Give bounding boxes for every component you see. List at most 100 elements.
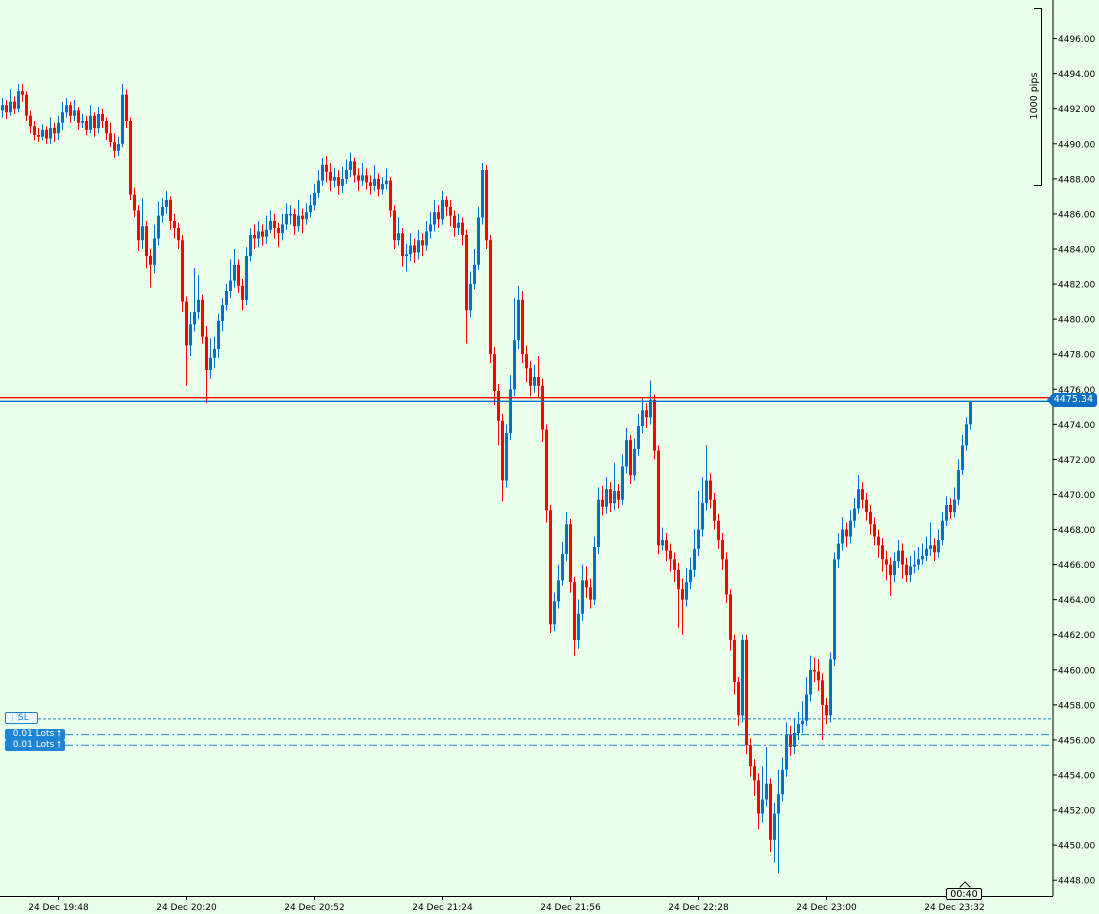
candle [913,550,916,574]
candle-body [49,128,52,139]
candle-body [477,217,480,265]
candle-body [637,426,640,449]
candle [805,676,808,726]
candle [713,492,716,530]
candle [485,164,488,249]
candle-body [405,254,408,256]
candle [885,550,888,581]
candle-body [1,105,4,111]
candle [765,746,768,807]
candle [633,438,636,481]
price-tick-label: 4478.00 [1058,351,1095,361]
price-axis[interactable]: 4448.00 4450.00 4452.00 4454.00 4456.00 4458.… [1053,35,1095,887]
candle [777,769,780,874]
candle-body [53,128,56,134]
candle-body [357,175,360,181]
candle-body [933,545,936,553]
candle [85,115,88,136]
stop-loss-tag[interactable]: ⋮⋮SL [5,712,38,724]
price-tick-label: 4448.00 [1058,877,1095,887]
price-tick-label: 4470.00 [1058,491,1095,501]
candle-body [29,115,32,127]
candle [77,106,80,130]
candle-body [57,122,60,134]
candle-body [705,480,708,504]
candle-body [561,554,564,581]
candle-body [225,291,228,306]
candle [97,106,100,134]
candle [717,513,720,549]
candle-body [721,540,724,560]
candle-body [757,780,760,814]
candle-body [273,220,276,228]
candle-body [101,113,104,121]
candle [497,384,500,446]
candle [465,229,468,344]
candle [905,557,908,583]
candle-body [277,227,280,234]
candle-body [189,324,192,346]
candle [969,400,972,430]
candle [861,482,864,509]
candle [385,168,388,190]
price-tick-label: 4466.00 [1058,561,1095,571]
candle [901,543,904,579]
candle-body [861,489,864,500]
candle [25,91,28,121]
candle [17,84,20,113]
candle [301,208,304,234]
candle-body [949,504,952,512]
candle-body [181,240,184,302]
order-tag[interactable]: 0.01 Lots 🠕 [5,729,65,740]
candle [617,483,620,509]
candle-body [837,543,840,560]
candle-body [901,550,904,565]
candle [369,175,372,195]
candle-body [333,177,336,181]
candle-body [525,354,528,369]
candle-body [249,234,252,256]
candle [597,487,600,555]
candle-body [453,215,456,228]
candle [457,213,460,235]
candle [273,213,276,239]
candle-body [61,112,64,123]
time-axis[interactable]: 24 Dec 19:48 24 Dec 20:20 24 Dec 20:52 24 D… [28,896,985,913]
candle-body [265,229,268,237]
candle-body [289,213,292,216]
candle-body [469,284,472,311]
candle-body [921,555,924,560]
candle [133,187,136,218]
candle-body [605,489,608,507]
drag-grip-icon[interactable]: ⋮⋮ [9,714,22,722]
candle [381,177,384,195]
candle [389,177,392,218]
candle [177,222,180,249]
candle [729,589,732,651]
price-tick-label: 4454.00 [1058,772,1095,782]
candle [925,536,928,562]
candle-body [661,540,664,546]
candle-body [957,469,960,500]
candle-body [937,540,940,553]
candle [821,673,824,740]
candle-body [305,212,308,220]
candle [185,296,188,386]
candle-body [501,420,504,481]
candle [173,213,176,239]
price-tick-label: 4468.00 [1058,526,1095,536]
candle-body [621,466,624,500]
candle-body [745,640,748,746]
candle [961,434,964,476]
candle-body [125,94,128,121]
candle-body [69,105,72,116]
candle [521,291,524,363]
candle [261,224,264,246]
candle [745,634,748,754]
candle-body [925,548,928,556]
order-tag[interactable]: 0.01 Lots 🠕 [5,740,65,751]
candle [161,198,164,223]
candle [941,512,944,546]
price-tick-label: 4494.00 [1058,70,1095,80]
